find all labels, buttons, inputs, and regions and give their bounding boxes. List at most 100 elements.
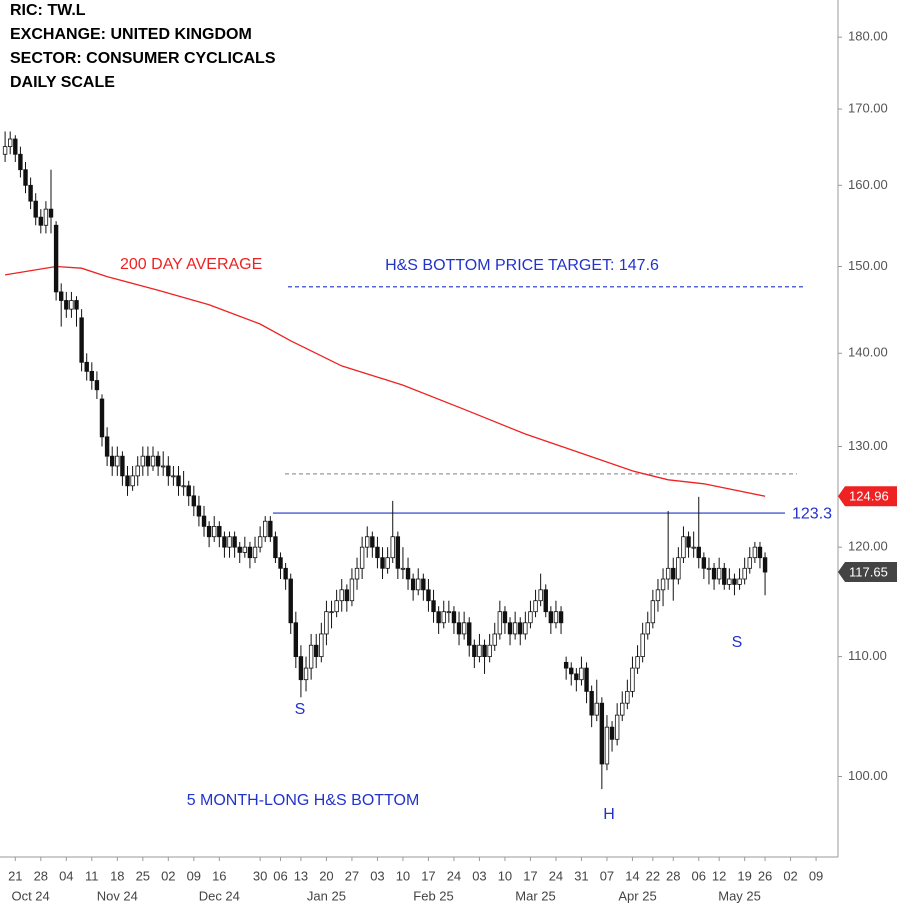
x-tick-label: 17	[523, 868, 537, 883]
candle-body	[665, 567, 671, 580]
candle-body	[446, 611, 452, 614]
candle-body	[278, 557, 283, 569]
candle-body	[135, 465, 140, 477]
candle-body	[222, 536, 227, 548]
candle-body	[421, 578, 426, 591]
candle-body	[604, 726, 610, 765]
candle-body	[186, 485, 191, 497]
candle-body	[502, 611, 508, 624]
candle-body	[599, 702, 605, 765]
candle-body	[252, 546, 258, 559]
candle-body	[722, 567, 727, 585]
candle-body	[196, 505, 202, 517]
candle-body	[283, 567, 288, 580]
x-tick-label: 21	[8, 868, 22, 883]
candle-body	[400, 567, 406, 570]
ma-label: 200 DAY AVERAGE	[120, 256, 262, 273]
x-tick-label: 30	[253, 868, 267, 883]
x-tick-label: 03	[472, 868, 486, 883]
candle-body	[89, 370, 95, 381]
candle-body	[569, 667, 574, 675]
candle-body	[635, 656, 640, 669]
x-tick-label: 02	[161, 868, 175, 883]
candle-body	[696, 546, 701, 559]
candle-body	[716, 567, 722, 580]
candle-body	[201, 515, 207, 527]
candle-body	[737, 578, 742, 585]
candle-body	[487, 644, 492, 658]
candle-body	[548, 611, 554, 624]
header-line: RIC: TW.L	[10, 2, 86, 19]
candle-body	[655, 589, 661, 602]
candle-body	[206, 525, 212, 538]
x-tick-label: 24	[549, 868, 563, 883]
candle-body	[589, 690, 594, 716]
candle-body	[140, 455, 146, 467]
candle-body	[298, 656, 304, 681]
candle-body	[650, 600, 656, 624]
candle-body	[614, 714, 620, 740]
candle-body	[426, 589, 431, 602]
candle-body	[625, 690, 630, 704]
candle-body	[125, 475, 130, 487]
candle-body	[8, 138, 13, 148]
candle-body	[640, 633, 645, 658]
candle-body	[380, 557, 385, 569]
candle-body	[288, 578, 293, 624]
candle-body	[727, 578, 732, 585]
x-tick-label: 28	[666, 868, 680, 883]
candle-body	[747, 557, 752, 569]
x-tick-label: 20	[319, 868, 333, 883]
x-tick-label: 09	[809, 868, 823, 883]
x-tick-label: 02	[783, 868, 797, 883]
candle-body	[507, 622, 513, 635]
candle-body	[319, 633, 324, 658]
level-label: H&S BOTTOM PRICE TARGET: 147.6	[385, 257, 659, 274]
candle-body	[38, 216, 44, 226]
candle-body	[645, 622, 650, 635]
x-tick-label: 03	[370, 868, 384, 883]
x-tick-label: 06	[692, 868, 706, 883]
candle-body	[461, 622, 467, 635]
candle-body	[217, 525, 222, 538]
month-label: Mar 25	[515, 888, 555, 903]
candle-body	[171, 475, 176, 478]
candle-body	[385, 557, 390, 569]
month-label: Nov 24	[97, 888, 138, 903]
candle-body	[314, 644, 319, 658]
candle-body	[74, 300, 79, 310]
candle-body	[48, 208, 54, 218]
x-tick-label: 19	[737, 868, 751, 883]
candle-body	[324, 611, 329, 635]
candle-body	[512, 622, 518, 635]
x-tick-label: 10	[396, 868, 410, 883]
x-tick-label: 11	[85, 868, 99, 883]
candle-body	[181, 485, 186, 488]
candle-body	[59, 291, 64, 301]
candle-body	[247, 546, 253, 559]
neckline-label: 123.3	[792, 505, 832, 522]
candle-body	[191, 495, 197, 507]
candle-body	[120, 455, 125, 477]
candle-body	[94, 380, 100, 391]
candle-body	[691, 546, 696, 549]
y-tick-label: 180.00	[848, 29, 888, 44]
ma-price-tag-box	[838, 486, 897, 507]
candle-body	[681, 536, 686, 559]
candle-body	[467, 622, 472, 646]
y-tick-label: 170.00	[848, 101, 888, 116]
candle-body	[757, 546, 763, 559]
x-tick-label: 12	[712, 868, 726, 883]
candle-body	[390, 536, 395, 559]
month-label: Dec 24	[199, 888, 240, 903]
candle-body	[395, 536, 401, 569]
candle-body	[232, 536, 237, 548]
candle-body	[706, 567, 712, 570]
candle-body	[671, 567, 676, 580]
month-label: Feb 25	[413, 888, 453, 903]
candle-body	[79, 317, 84, 363]
candle-body	[538, 589, 543, 602]
candle-body	[212, 525, 217, 538]
